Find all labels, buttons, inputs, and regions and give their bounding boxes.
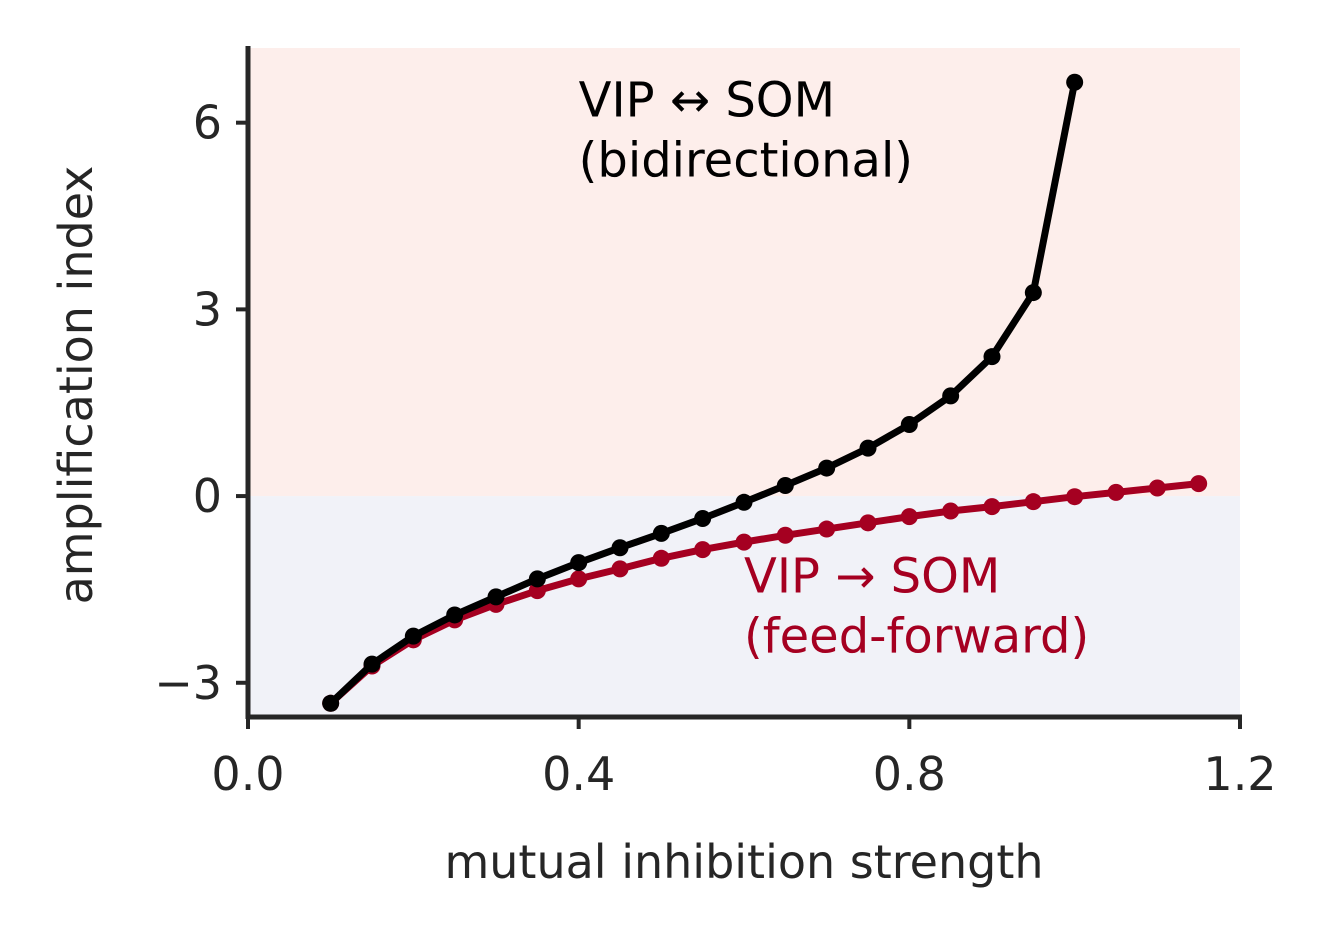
data-point [570,570,588,588]
region-positive [248,48,1240,497]
annotation-0: VIP ↔ SOM (bidirectional) [579,72,913,188]
y-tick-label: 3 [193,282,222,336]
x-tick-label: 0.4 [542,747,615,801]
data-point [404,627,422,645]
data-point [446,606,464,624]
annotation-line: VIP ↔ SOM [579,72,835,128]
data-point [776,526,794,544]
background-regions [248,48,1240,717]
annotation-line: VIP → SOM [744,549,1000,605]
data-point [528,582,546,600]
data-point [942,502,960,520]
data-point [859,439,877,457]
data-point [611,539,629,557]
x-tick-label: 1.2 [1203,747,1276,801]
x-tick-label: 0.0 [211,747,284,801]
x-tick-label: 0.8 [873,747,946,801]
data-point [900,508,918,526]
y-tick-label: 6 [193,96,222,150]
series-line-1 [327,480,1203,707]
data-point [652,524,670,542]
y-tick-label: 0 [193,469,222,523]
data-point [735,493,753,511]
data-point [487,588,505,606]
annotation-line: (bidirectional) [579,132,913,188]
data-point [694,509,712,527]
data-point [735,533,753,551]
data-point [1190,475,1208,493]
data-point [900,416,918,434]
data-point [942,387,960,405]
data-point [983,348,1001,366]
y-tick-label: −3 [154,656,222,710]
axes: 0.0 0.4 0.8 1.2 −3 0 3 6 [154,46,1277,801]
series-group [322,73,1208,712]
data-point [570,554,588,572]
data-point [694,541,712,559]
data-point [611,560,629,578]
data-point [818,459,836,477]
data-point [1024,284,1042,302]
data-point [1148,479,1166,497]
data-point [1066,73,1084,91]
data-point [363,655,381,673]
annotation-line: (feed-forward) [744,609,1089,665]
y-axis-title: amplification index [49,166,103,605]
data-point [818,520,836,538]
data-point [1066,488,1084,506]
data-point [1024,493,1042,511]
data-point [859,514,877,532]
annotations: VIP ↔ SOM (bidirectional) VIP → SOM (feed-f… [579,72,1090,664]
data-point [983,498,1001,516]
data-point [652,549,670,567]
x-axis-title: mutual inhibition strength [444,835,1043,889]
data-point [528,570,546,588]
data-point [322,694,340,712]
data-point [776,476,794,494]
data-point [1107,483,1125,501]
annotation-1: VIP → SOM (feed-forward) [744,549,1089,665]
region-negative [248,496,1240,717]
